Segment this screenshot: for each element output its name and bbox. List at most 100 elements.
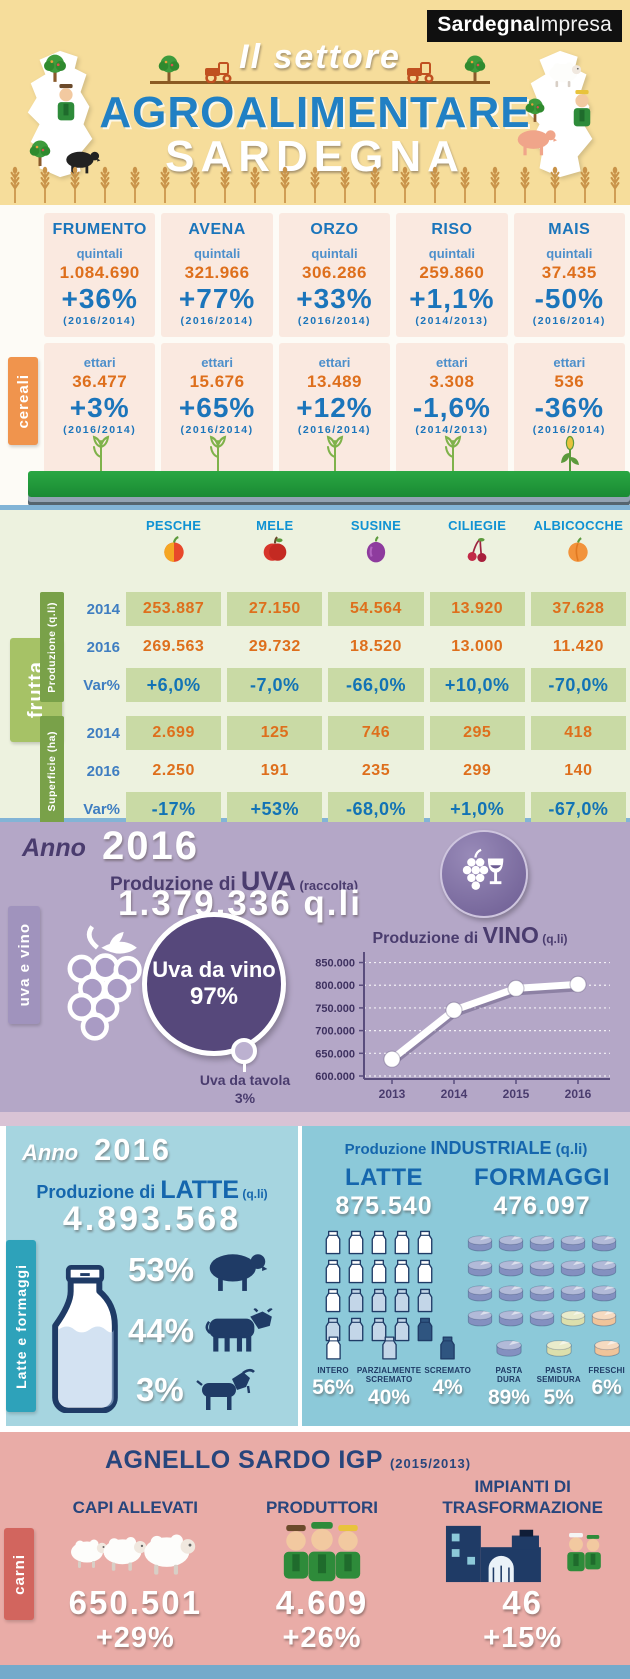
wine-badge: [440, 830, 528, 918]
formaggi-label: FORMAGGI: [474, 1164, 610, 1191]
latte-industriale-value: 875.540: [335, 1192, 433, 1220]
tractor-icon: [202, 61, 236, 83]
apple-icon: [262, 536, 288, 564]
pasta-semidura-cheese-icon: [545, 1335, 573, 1361]
svg-text:650.000: 650.000: [315, 1048, 355, 1060]
ettari-label: ettari: [201, 355, 233, 370]
frutta-header-row: PESCHE MELE SUSINE CILIEGIE ALBICOCCHE: [40, 518, 626, 566]
table-cell: 235: [361, 762, 391, 779]
sheep-share-pct: 53%: [128, 1251, 195, 1288]
cereali-cards: FRUMENTO quintali 1.084.690 +36% (2016/2…: [44, 213, 625, 485]
ettari-value: 3.308: [429, 372, 475, 391]
wheat-icon: [39, 165, 51, 203]
impianti-column: IMPIANTI DI TRASFORMAZIONE 46 +15%: [415, 1476, 630, 1655]
cereal-name: MAIS: [548, 221, 591, 238]
wheat-icon: [249, 165, 261, 203]
ettari-variation: -1,6%: [412, 392, 491, 423]
frutta-section: frutta PESCHE MELE SUSINE CILIEGIE ALBIC…: [0, 505, 630, 826]
latte-formaggi-tab: Latte e formaggi: [6, 1240, 36, 1412]
carni-tab-label: carni: [10, 1553, 28, 1595]
share-row-cow: 44%: [128, 1308, 278, 1354]
wheat-icon: [489, 165, 501, 203]
table-cell: 295: [429, 716, 525, 750]
carni-section: AGNELLO SARDO IGP (2015/2013) carni CAPI…: [0, 1432, 630, 1665]
tree-icon: [42, 52, 68, 84]
intero-carton-icon: [325, 1335, 342, 1361]
table-cell: +6,0%: [126, 668, 222, 702]
wheat-row: [0, 163, 630, 203]
main-title: AGROALIMENTARE: [99, 88, 531, 137]
uva-vino-section: uva e vino Anno 2016 Produzione di UVA (…: [0, 822, 630, 1112]
ettari-label: ettari: [435, 355, 468, 370]
quintali-variation: +36%: [61, 283, 138, 314]
pink-divider: [0, 1112, 630, 1126]
wheat-icon: [399, 165, 411, 203]
latte-title: Produzione di LATTE (q.li): [36, 1176, 268, 1204]
logo-light-text: Impresa: [534, 13, 612, 36]
svg-text:850.000: 850.000: [315, 958, 355, 970]
quintali-label: quintali: [193, 246, 241, 261]
anno-year: 2016: [102, 824, 199, 868]
anno-year: 2016: [94, 1132, 171, 1167]
produzione-vlabel: Produzione (q.li): [40, 592, 64, 702]
vino-line-chart: 600.000 650.000 700.000 750.000 800.000 850.0…: [294, 944, 624, 1110]
table-cell: 125: [227, 716, 323, 750]
ettari-value: 13.489: [306, 372, 362, 391]
table-cell: 27.150: [227, 592, 323, 626]
latte-value: 4.893.568: [62, 1200, 242, 1238]
legend-parzialmente-scremato: PARZIALMENTE SCREMATO 40%: [356, 1335, 422, 1410]
farmers-icon: [229, 1522, 416, 1584]
rice-plant-icon: [444, 433, 462, 471]
header-section: SardegnaImpresa Il settore AGROALIMENTAR…: [0, 0, 630, 205]
scremato-carton-icon: [439, 1335, 456, 1361]
wheat-icon: [579, 165, 591, 203]
logo-bold-text: Sardegna: [437, 13, 535, 36]
sheep-flock-icon: [42, 1522, 229, 1584]
svg-text:600.000: 600.000: [315, 1071, 355, 1083]
freschi-cheese-icon: [593, 1335, 621, 1361]
apricot-icon: [565, 536, 591, 564]
table-cell: 18.520: [350, 638, 402, 655]
table-cell: 11.420: [552, 638, 604, 655]
ettari-label: ettari: [553, 355, 586, 370]
cereal-ettari-card: ettari 36.477 +3% (2016/2014): [44, 343, 156, 485]
parzialmente-carton-icon: [381, 1335, 398, 1361]
quintali-variation: +77%: [178, 283, 256, 314]
uva-da-vino-bubble: Uva da vino 97%: [142, 912, 286, 1056]
cheese-wheel-grid: [466, 1234, 618, 1327]
svg-text:750.000: 750.000: [315, 1003, 355, 1015]
wheat-icon: [609, 165, 621, 203]
table-cell: 269.563: [142, 638, 205, 655]
quintali-value: 1.084.690: [59, 263, 140, 282]
svg-text:700.000: 700.000: [315, 1026, 355, 1038]
wheat-icon: [159, 165, 171, 203]
cereali-tab-label: cereali: [14, 373, 32, 429]
table-cell: 299: [463, 762, 492, 779]
cereal-column: RISO quintali 259.860 +1,1% (2014/2013) …: [396, 213, 508, 485]
grape-bunch-icon: [58, 922, 150, 1047]
industriale-title: Produzione INDUSTRIALE (q.li): [344, 1138, 588, 1158]
quintali-period: (2014/2013): [415, 315, 489, 327]
cherry-icon: [464, 536, 490, 564]
milk-bottle-icon: [48, 1258, 122, 1420]
quintali-value: 321.966: [184, 263, 250, 282]
latte-formaggi-tab-label: Latte e formaggi: [13, 1263, 29, 1389]
uva-vino-tab: uva e vino: [8, 906, 40, 1024]
quintali-variation: +1,1%: [409, 283, 495, 314]
uva-da-tavola-label: Uva da tavola 3%: [199, 1072, 291, 1106]
factory-icon: [415, 1522, 630, 1584]
tree-icon: [462, 53, 488, 83]
table-cell: -66,0%: [328, 668, 424, 702]
cereal-name: ORZO: [310, 221, 359, 238]
quintali-value: 306.286: [302, 263, 367, 282]
legend-pasta-semidura: PASTA SEMIDURA 5%: [532, 1335, 585, 1410]
table-cell: 37.628: [530, 592, 626, 626]
table-cell: 54.564: [328, 592, 424, 626]
quintali-period: (2016/2014): [532, 315, 606, 327]
table-cell: -70,0%: [530, 668, 626, 702]
cereal-quintali-card: RISO quintali 259.860 +1,1% (2014/2013): [396, 213, 508, 337]
wheat-icon: [219, 165, 231, 203]
frutta-superficie-table: Superficie (ha) 2014 2.699 125 746 295 4…: [40, 716, 626, 826]
wheat-icon: [309, 165, 321, 203]
tree-icon: [156, 53, 182, 83]
